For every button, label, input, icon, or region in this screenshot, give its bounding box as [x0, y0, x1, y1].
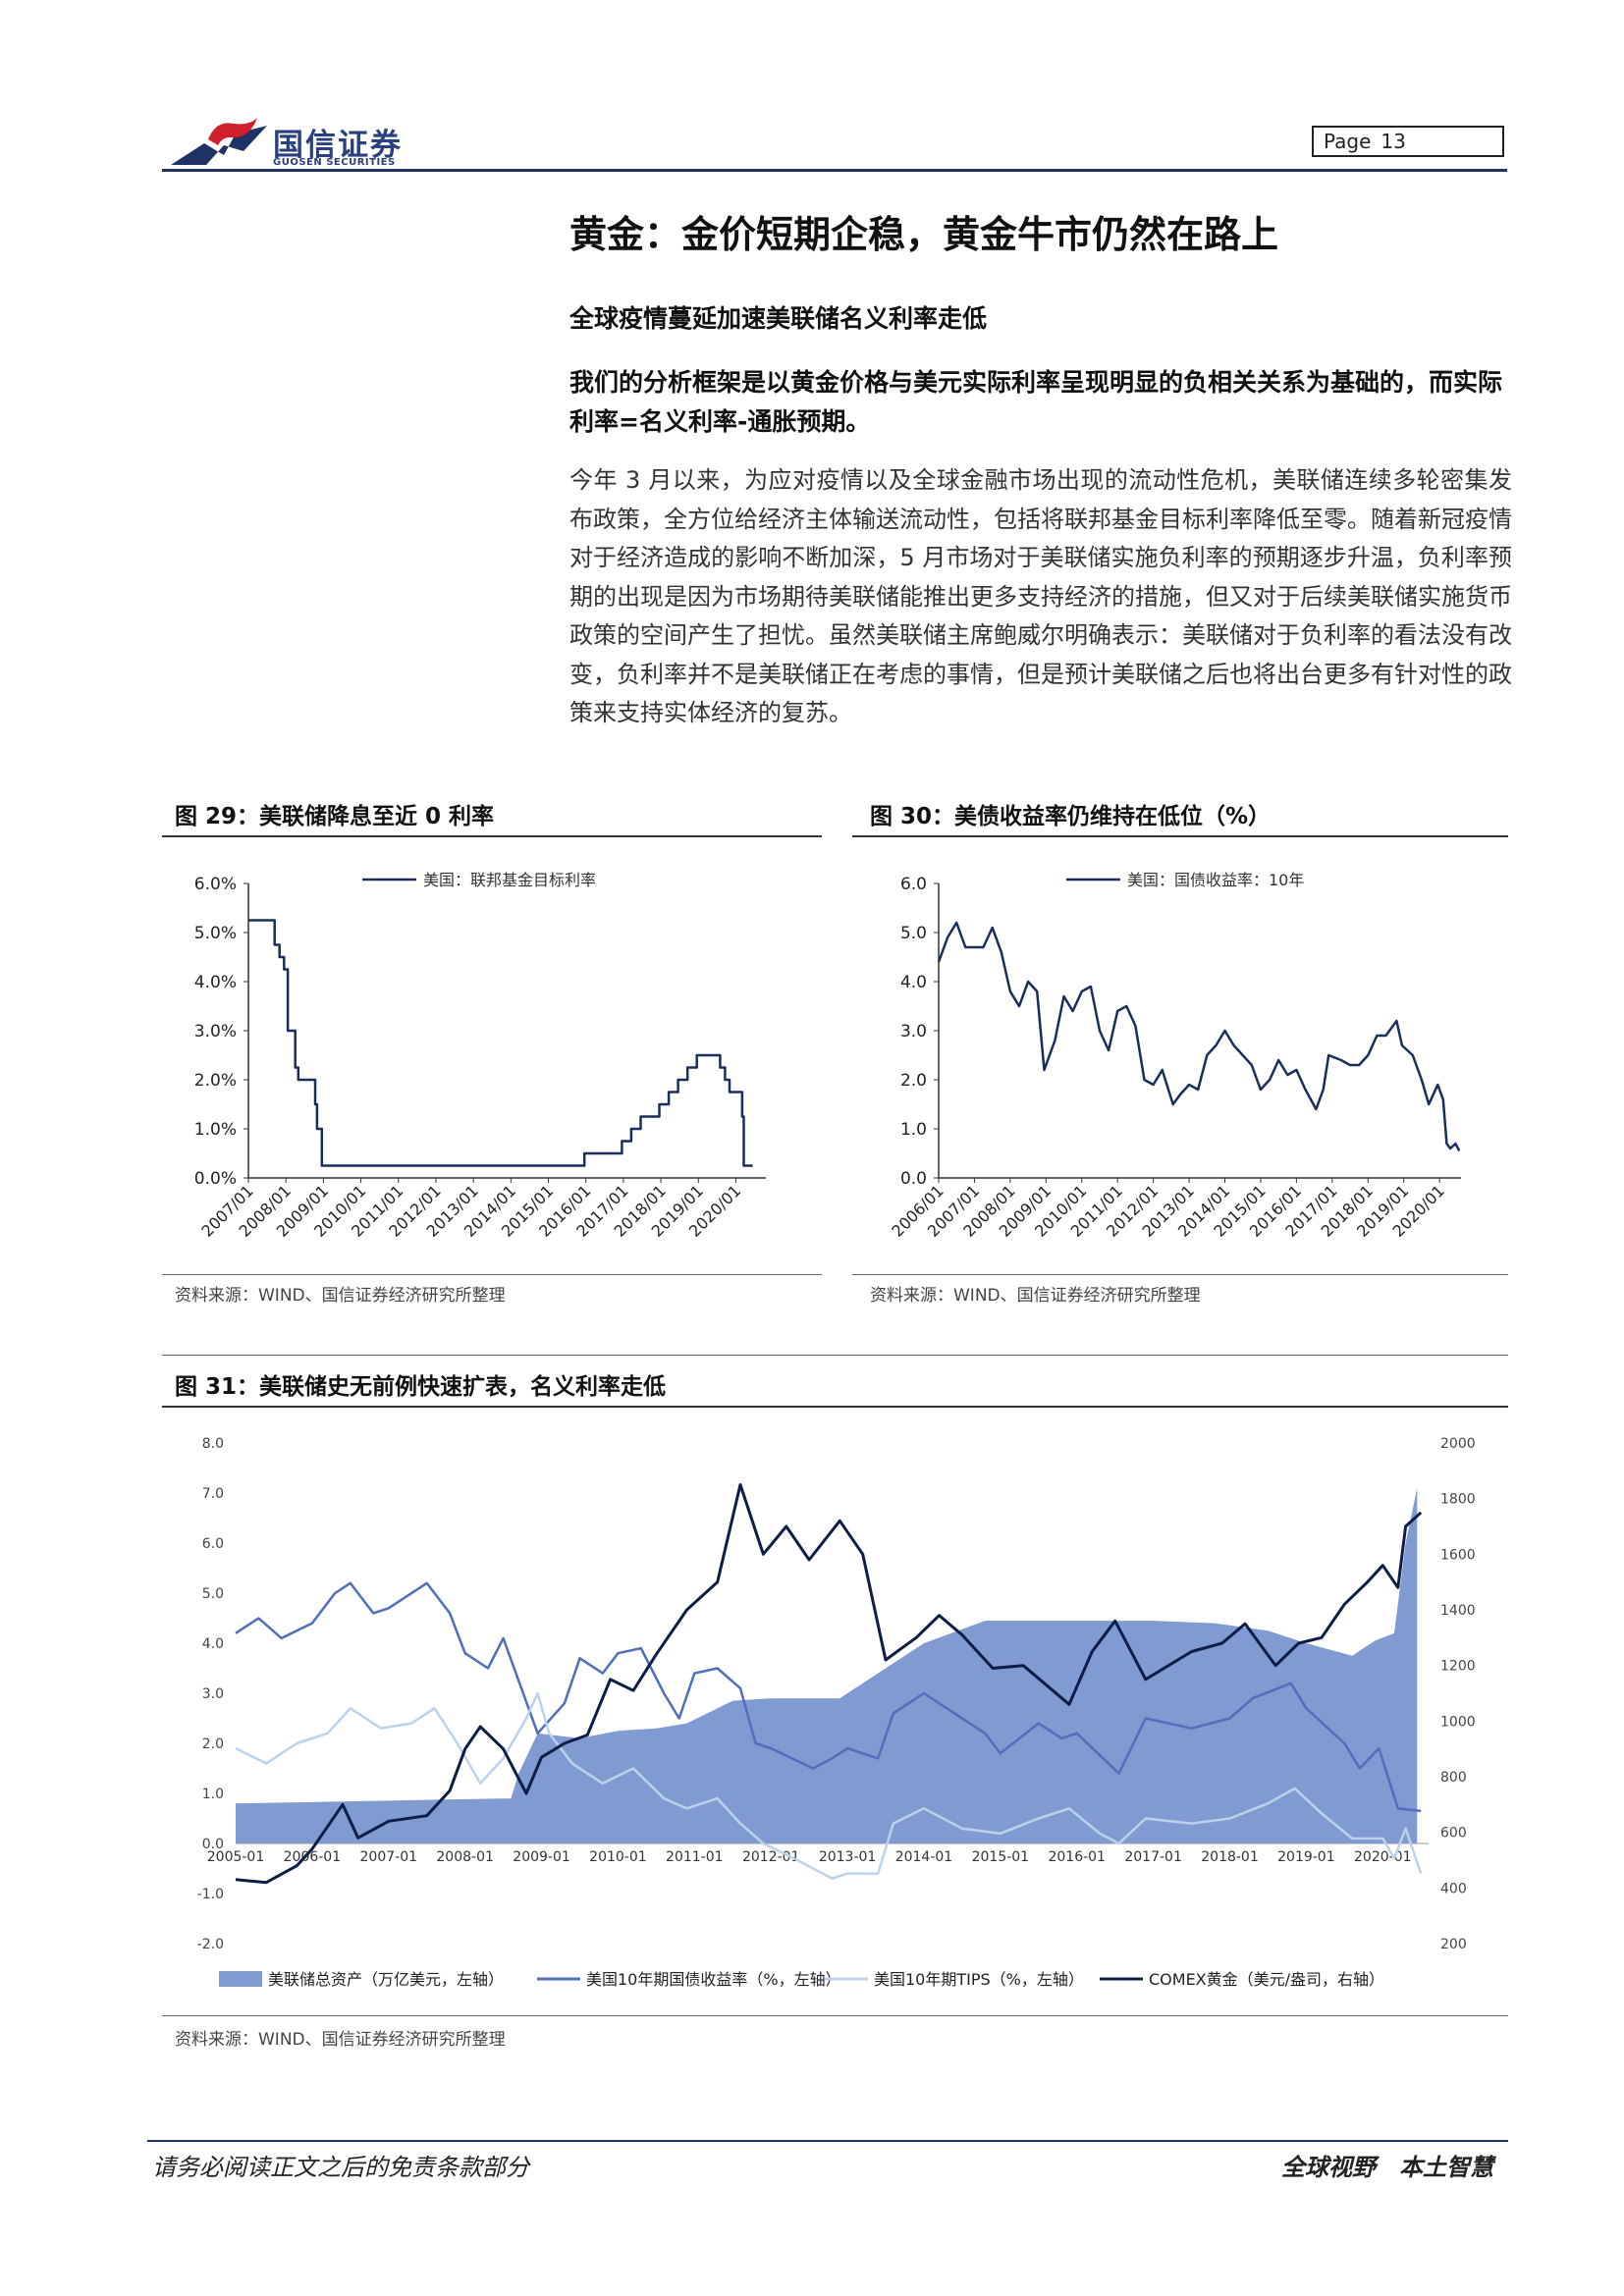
- right-y-tick-label: 1600: [1440, 1547, 1476, 1563]
- x-tick-label: 2015-01: [972, 1849, 1030, 1865]
- x-tick-label: 2007-01: [360, 1849, 418, 1865]
- series-line: [248, 919, 753, 1167]
- figure-31-chart: -2.0 -1.0 0.0 1.0 2.0 3.0 4.0 5.0 6.0 7.0 8.0 200 40…: [197, 1436, 1476, 1989]
- sub-title: 全球疫情蔓延加速美联储名义利率走低: [569, 304, 988, 333]
- legend-label: 美联储总资产（万亿美元，左轴）: [268, 1970, 504, 1989]
- figure-31-upper-rule: [162, 1355, 1508, 1356]
- y-tick-label: 3.0%: [194, 1022, 237, 1041]
- legend-label: 美国：国债收益率：10年: [1127, 871, 1304, 889]
- legend-swatch: [219, 1971, 262, 1987]
- figure-29-source: 资料来源：WIND、国信证券经济研究所整理: [175, 1286, 506, 1306]
- left-y-tick-label: 2.0: [202, 1736, 224, 1752]
- series-line: [937, 921, 1461, 1152]
- x-tick-label: 2008-01: [436, 1849, 494, 1865]
- left-y-tick-label: 1.0: [202, 1787, 224, 1802]
- left-y-tick-label: 3.0: [202, 1686, 224, 1702]
- legend-label: 美国10年期TIPS（%，左轴）: [874, 1970, 1084, 1989]
- right-y-tick-label: 1200: [1440, 1659, 1476, 1675]
- left-y-tick-label: -1.0: [197, 1887, 224, 1902]
- footer-disclaimer: 请务必阅读正文之后的免责条款部分: [152, 2154, 529, 2181]
- right-y-tick-label: 800: [1440, 1770, 1467, 1786]
- x-tick-label: 2005-01: [207, 1849, 265, 1865]
- left-y-tick-label: 6.0: [202, 1536, 224, 1552]
- right-y-tick-label: 600: [1440, 1826, 1467, 1842]
- figure-31-bottom-rule: [162, 2015, 1508, 2016]
- page-number-box: Page 13: [1312, 126, 1504, 157]
- y-tick-label: 3.0: [900, 1022, 927, 1041]
- section-title: 黄金：金价短期企稳，黄金牛市仍然在路上: [569, 213, 1279, 256]
- y-tick-label: 6.0: [900, 875, 927, 894]
- x-tick-label: 2016-01: [1048, 1849, 1106, 1865]
- header-rule: [162, 169, 1507, 172]
- figure-30-chart: 0.01.02.03.04.05.06.02006/012007/012008/…: [888, 871, 1461, 1241]
- comex-gold-line: [235, 1483, 1423, 1885]
- logo-subtext: GUOSEN SECURITIES: [273, 157, 396, 168]
- y-tick-label: 2.0: [900, 1071, 927, 1091]
- x-tick-label: 2019-01: [1277, 1849, 1335, 1865]
- x-tick-label: 2017-01: [1124, 1849, 1182, 1865]
- y-tick-label: 6.0%: [194, 875, 237, 894]
- y-tick-label: 0.0: [900, 1169, 927, 1189]
- us10y-tips-line: [235, 1691, 1423, 1880]
- lead-paragraph: 我们的分析框架是以黄金价格与美元实际利率呈现明显的负相关关系为基础的，而实际利率…: [569, 368, 1503, 436]
- y-tick-label: 1.0%: [194, 1120, 237, 1140]
- x-tick-label: 2020-01: [1354, 1849, 1412, 1865]
- fed-assets-area: [236, 1487, 1418, 1843]
- footer-rule: [147, 2140, 1508, 2142]
- figure-31-top-rule: [162, 1406, 1508, 1408]
- logo-text: 国信证券: [273, 128, 403, 163]
- page-number: 13: [1380, 130, 1406, 153]
- us10y-yield-line: [235, 1581, 1422, 1813]
- x-tick-label: 2009-01: [513, 1849, 570, 1865]
- figure-29-caption: 图 29：美联储降息至近 0 利率: [175, 804, 495, 829]
- y-tick-label: 5.0%: [194, 924, 237, 943]
- left-y-tick-label: -2.0: [197, 1937, 224, 1952]
- y-tick-label: 2.0%: [194, 1071, 237, 1091]
- left-y-tick-label: 4.0: [202, 1636, 224, 1652]
- figure-29-top-rule: [162, 835, 822, 837]
- x-tick-label: 2018-01: [1201, 1849, 1259, 1865]
- y-tick-label: 0.0%: [194, 1169, 237, 1189]
- right-y-tick-label: 1800: [1440, 1492, 1476, 1508]
- left-y-tick-label: 5.0: [202, 1586, 224, 1602]
- x-tick-label: 2014-01: [895, 1849, 953, 1865]
- legend-label: COMEX黄金（美元/盎司，右轴）: [1149, 1970, 1384, 1989]
- x-tick-label: 2011-01: [666, 1849, 724, 1865]
- right-y-tick-label: 2000: [1440, 1436, 1476, 1452]
- y-tick-label: 1.0: [900, 1120, 927, 1140]
- left-y-tick-label: 0.0: [202, 1837, 224, 1852]
- right-y-tick-label: 200: [1440, 1937, 1467, 1952]
- left-y-tick-label: 8.0: [202, 1436, 224, 1452]
- y-tick-label: 5.0: [900, 924, 927, 943]
- figure-30-caption: 图 30：美债收益率仍维持在低位（%）: [870, 804, 1272, 829]
- x-tick-label: 2013-01: [819, 1849, 877, 1865]
- figure-31-caption: 图 31：美联储史无前例快速扩表，名义利率走低: [175, 1374, 667, 1400]
- x-tick-label: 2006-01: [284, 1849, 342, 1865]
- y-tick-label: 4.0%: [194, 973, 237, 992]
- figure-30-top-rule: [852, 835, 1508, 837]
- figure-31-source: 资料来源：WIND、国信证券经济研究所整理: [175, 2030, 506, 2050]
- legend-label: 美国10年期国债收益率（%，左轴）: [586, 1970, 841, 1989]
- legend-label: 美国：联邦基金目标利率: [423, 871, 596, 889]
- right-y-tick-label: 1400: [1440, 1603, 1476, 1619]
- figure-30-source: 资料来源：WIND、国信证券经济研究所整理: [870, 1286, 1201, 1306]
- figure-30-bottom-rule: [852, 1274, 1508, 1275]
- body-paragraph: 今年 3 月以来，为应对疫情以及全球金融市场出现的流动性危机，美联储连续多轮密集…: [569, 466, 1512, 726]
- figure-29-bottom-rule: [162, 1274, 822, 1275]
- figure-29-chart: 0.0%1.0%2.0%3.0%4.0%5.0%6.0%2007/012008/…: [194, 871, 766, 1241]
- left-y-tick-label: 7.0: [202, 1486, 224, 1502]
- x-tick-label: 2010-01: [589, 1849, 647, 1865]
- right-y-tick-label: 400: [1440, 1881, 1467, 1896]
- page-label: Page: [1324, 130, 1372, 153]
- footer-slogan: 全球视野 本土智慧: [1281, 2154, 1493, 2181]
- y-tick-label: 4.0: [900, 973, 927, 992]
- right-y-tick-label: 1000: [1440, 1714, 1476, 1730]
- guosen-logo-icon: [171, 118, 267, 165]
